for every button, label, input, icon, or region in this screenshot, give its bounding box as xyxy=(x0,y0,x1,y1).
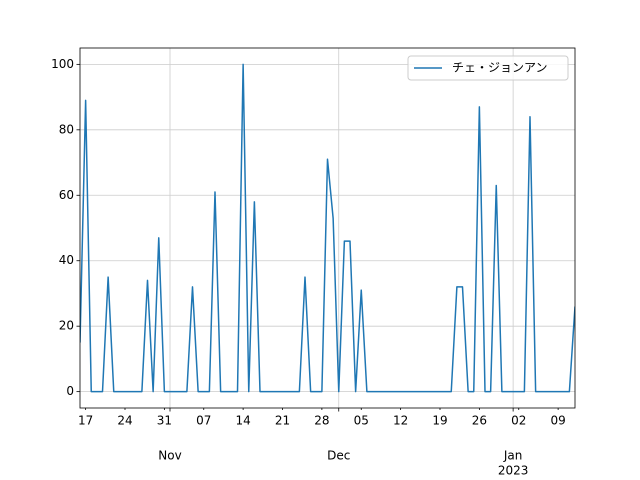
y-tick-label: 100 xyxy=(51,57,74,71)
x-tick-label: 02 xyxy=(511,414,526,428)
x-tick-label: 26 xyxy=(472,414,487,428)
x-month-label: Jan xyxy=(503,449,523,463)
legend-box xyxy=(407,55,569,81)
x-tick-label: 24 xyxy=(117,414,132,428)
legend-label: チェ・ジョンアン xyxy=(452,61,548,75)
x-tick-label: 14 xyxy=(235,414,250,428)
x-year-label: 2023 xyxy=(498,464,529,478)
x-tick-label: 31 xyxy=(157,414,172,428)
axes-frame xyxy=(79,47,576,409)
y-tick-label: 0 xyxy=(66,384,74,398)
x-month-label: Nov xyxy=(158,449,181,463)
x-tick-label: 19 xyxy=(432,414,447,428)
x-tick-label: 21 xyxy=(275,414,290,428)
x-tick-label: 09 xyxy=(550,414,565,428)
x-tick-label: 05 xyxy=(354,414,369,428)
plot-area xyxy=(80,63,575,393)
x-month-label: Dec xyxy=(327,449,350,463)
line-series xyxy=(80,63,575,393)
y-tick-label: 20 xyxy=(59,319,74,333)
x-tick-label: 07 xyxy=(196,414,211,428)
x-tick-label: 28 xyxy=(314,414,329,428)
y-tick-label: 40 xyxy=(59,253,74,267)
y-tick-label: 80 xyxy=(59,122,74,136)
x-tick-label: 12 xyxy=(393,414,408,428)
y-tick-label: 60 xyxy=(59,188,74,202)
x-tick-label: 17 xyxy=(78,414,93,428)
